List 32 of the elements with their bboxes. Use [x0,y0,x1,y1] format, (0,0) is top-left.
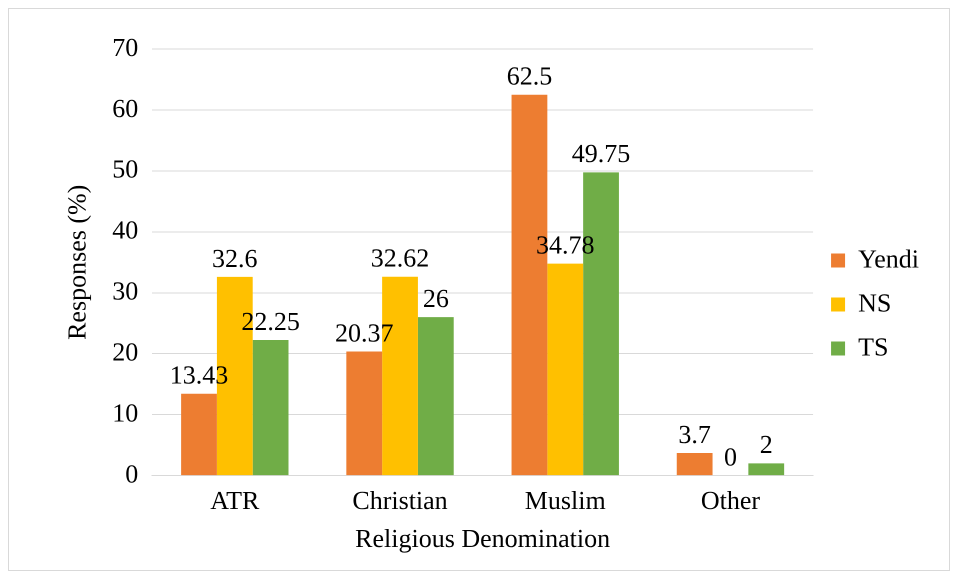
bar [748,463,784,476]
bar [181,394,217,476]
legend-label: TS [858,332,888,362]
data-label: 26 [422,284,449,313]
bar [346,351,382,476]
bar [676,453,713,476]
y-tick-label: 50 [112,154,138,184]
x-tick-label: Christian [352,486,448,516]
x-tick-label: Other [700,486,760,516]
y-tick-label: 40 [112,216,138,245]
data-label: 2 [760,430,773,460]
x-tick-label: ATR [210,486,260,516]
bar [547,264,584,476]
y-tick-label: 60 [112,94,138,123]
legend-label: NS [858,288,892,318]
data-label: 0 [724,442,737,472]
y-tick-label: 30 [112,276,138,306]
x-axis-title: Religious Denomination [355,524,610,554]
y-tick-label: 10 [112,398,138,428]
data-label: 62.5 [506,62,552,91]
bar [418,317,454,476]
legend-label: Yendi [858,244,919,274]
data-label: 3.7 [678,420,711,449]
y-tick-label: 70 [112,32,138,62]
data-label: 49.75 [572,139,630,168]
y-tick-label: 20 [112,338,138,367]
x-tick-label: Muslim [524,486,606,516]
bar [252,340,289,476]
y-axis-title: Responses (%) [62,184,92,340]
data-label: 32.62 [370,244,430,273]
data-label: 32.6 [212,244,258,273]
y-tick-label: 0 [125,459,138,488]
